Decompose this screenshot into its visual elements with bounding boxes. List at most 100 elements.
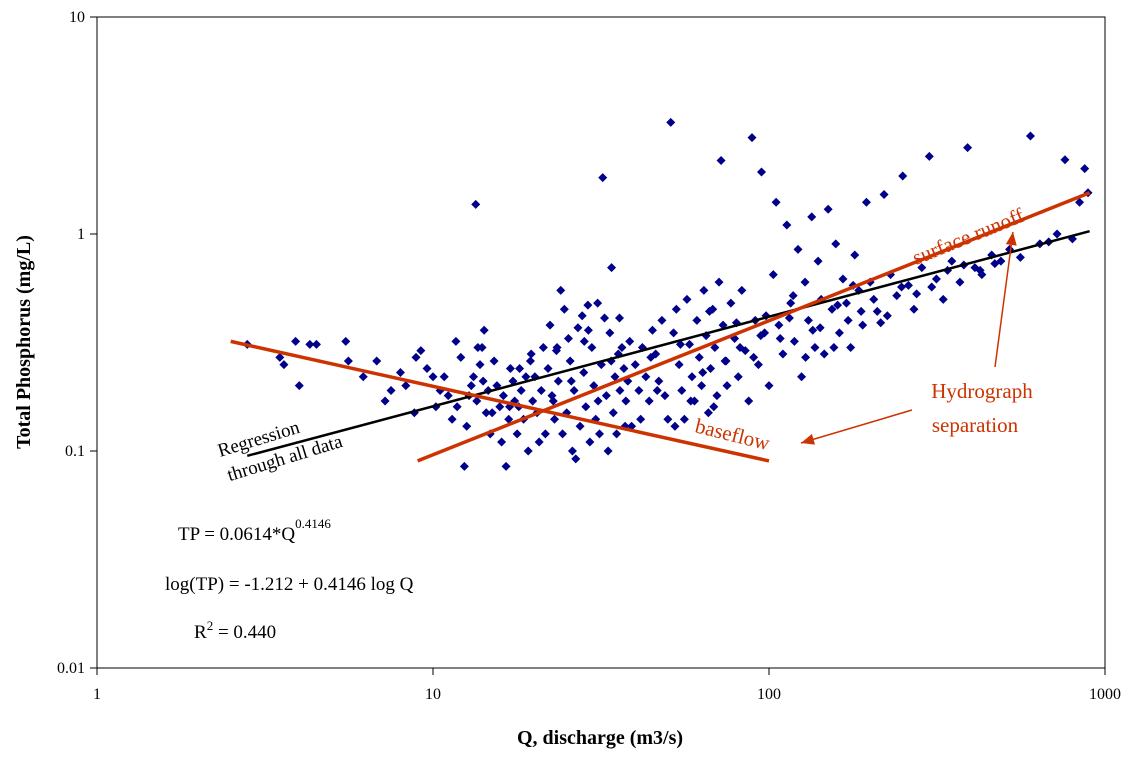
data-point <box>737 285 747 295</box>
data-point <box>565 356 575 366</box>
data-point <box>879 190 889 200</box>
data-point <box>669 328 679 338</box>
data-point <box>819 349 829 359</box>
data-point <box>774 320 784 330</box>
data-point <box>543 363 553 373</box>
data-point <box>305 339 315 349</box>
data-points <box>242 117 1093 471</box>
data-point <box>931 274 941 284</box>
data-point <box>443 391 453 401</box>
x-axis-title: Q, discharge (m3/s) <box>517 727 683 749</box>
data-point <box>641 372 651 382</box>
data-point <box>612 429 622 439</box>
data-point <box>803 315 813 325</box>
data-point <box>778 349 788 359</box>
baseflow-line <box>230 339 770 463</box>
data-point <box>380 396 390 406</box>
data-point <box>505 363 515 373</box>
data-point <box>566 376 576 386</box>
data-point <box>563 333 573 343</box>
data-point <box>721 356 731 366</box>
data-point <box>882 311 892 321</box>
data-point <box>757 167 767 177</box>
data-point <box>714 277 724 287</box>
data-point <box>764 381 774 391</box>
data-point <box>927 282 937 292</box>
data-point <box>294 381 304 391</box>
y-tick-label: 1 <box>77 226 85 243</box>
data-point <box>456 352 466 362</box>
data-point <box>523 446 533 456</box>
data-point <box>311 339 321 349</box>
data-point <box>607 263 617 273</box>
data-point <box>670 421 680 431</box>
data-point <box>938 294 948 304</box>
data-point <box>912 289 922 299</box>
data-point <box>605 328 615 338</box>
data-point <box>395 368 405 378</box>
data-point <box>475 360 485 370</box>
data-point <box>1075 197 1085 207</box>
data-point <box>469 372 479 382</box>
surface-runoff-line <box>416 191 1091 463</box>
data-point <box>595 429 605 439</box>
data-point <box>481 408 491 418</box>
x-tick-label: 10 <box>425 686 441 703</box>
data-point <box>567 446 577 456</box>
data-point <box>275 352 285 362</box>
data-point <box>1015 252 1025 262</box>
data-point <box>861 197 871 207</box>
data-point <box>869 294 879 304</box>
data-point <box>917 263 927 273</box>
x-tick-label: 100 <box>757 686 781 703</box>
data-point <box>487 408 497 418</box>
data-point <box>709 402 719 412</box>
x-tick-label: 1000 <box>1089 686 1121 703</box>
data-point <box>452 402 462 412</box>
trend-lines <box>230 191 1091 463</box>
data-point <box>598 173 608 183</box>
data-point <box>784 313 794 323</box>
data-point <box>528 396 538 406</box>
data-point <box>447 414 457 424</box>
data-point <box>747 133 757 143</box>
data-point <box>753 360 763 370</box>
data-point <box>495 402 505 412</box>
data-point <box>712 391 722 401</box>
data-point <box>615 313 625 323</box>
data-point <box>677 386 687 396</box>
data-point <box>472 396 482 406</box>
data-point <box>526 349 536 359</box>
data-point <box>898 171 908 181</box>
data-point <box>797 372 807 382</box>
data-point <box>829 342 839 352</box>
data-point <box>569 386 579 396</box>
data-point <box>749 352 759 362</box>
data-point <box>771 197 781 207</box>
hydrograph-label-line-2: separation <box>932 413 1019 437</box>
y-tick-label: 0.01 <box>57 660 85 677</box>
data-point <box>515 363 525 373</box>
data-point <box>581 402 591 412</box>
data-point <box>872 306 882 316</box>
data-point <box>615 386 625 396</box>
data-point <box>630 360 640 370</box>
data-point <box>625 336 635 346</box>
data-point <box>666 117 676 127</box>
data-point <box>479 325 489 335</box>
data-point <box>793 244 803 254</box>
data-point <box>838 274 848 284</box>
data-point <box>663 414 673 424</box>
data-point <box>892 291 902 301</box>
data-point <box>471 199 481 209</box>
data-point <box>558 429 568 439</box>
data-point <box>545 320 555 330</box>
data-point <box>571 454 581 464</box>
data-point <box>1052 229 1062 239</box>
arrow-to-baseflow-head <box>801 434 816 445</box>
data-point <box>1060 155 1070 165</box>
data-point <box>587 342 597 352</box>
data-point <box>540 429 550 439</box>
data-point <box>815 323 825 333</box>
r-squared: R2 = 0.440 <box>194 618 276 643</box>
